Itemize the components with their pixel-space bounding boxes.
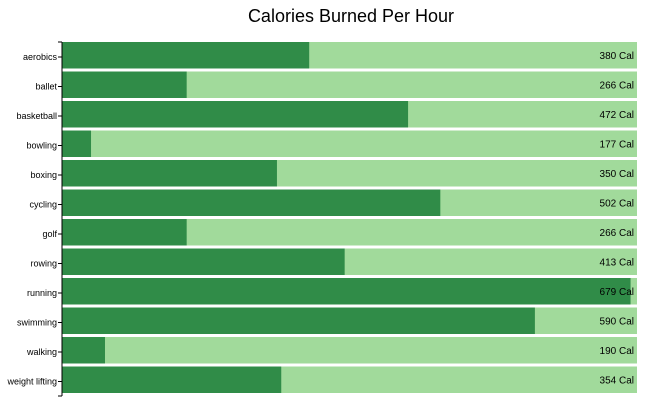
y-tick-label-golf: golf: [42, 229, 57, 239]
y-axis: aerobics ballet basketball bowling boxing cyc…: [6, 41, 63, 397]
value-label-rowing: 413 Cal: [600, 257, 634, 268]
value-label-ballet: 266 Cal: [600, 80, 634, 91]
value-label-boxing: 350 Cal: [600, 169, 634, 180]
bar-swimming: [62, 307, 535, 334]
y-tick-label-cycling: cycling: [29, 199, 57, 209]
value-label-cycling: 502 Cal: [600, 198, 634, 209]
bar-track-walking: [62, 337, 637, 364]
value-label-walking: 190 Cal: [600, 346, 634, 357]
bars-layer: [62, 42, 637, 393]
y-tick-label-swimming: swimming: [17, 317, 57, 327]
bar-ballet: [62, 71, 187, 98]
bar-golf: [62, 219, 187, 246]
y-tick-label-rowing: rowing: [30, 258, 57, 268]
bar-walking: [62, 337, 105, 364]
bar-bowling: [62, 130, 92, 157]
bar-rowing: [62, 248, 345, 275]
value-label-golf: 266 Cal: [600, 228, 634, 239]
y-tick-label-bowling: bowling: [26, 140, 57, 150]
y-tick-label-boxing: boxing: [30, 170, 57, 180]
y-tick-label-running: running: [27, 288, 57, 298]
value-label-basketball: 472 Cal: [600, 110, 634, 121]
value-label-aerobics: 380 Cal: [600, 51, 634, 62]
y-tick-label-walking: walking: [26, 347, 57, 357]
chart-title: Calories Burned Per Hour: [248, 6, 454, 26]
labels-layer: 380 Cal 266 Cal 472 Cal 177 Cal 350 Cal 502 C…: [600, 51, 634, 387]
bar-track-bowling: [62, 130, 637, 157]
value-label-weight-lifting: 354 Cal: [600, 375, 634, 386]
value-label-running: 679 Cal: [600, 287, 634, 298]
y-tick-label-basketball: basketball: [16, 111, 57, 121]
bar-boxing: [62, 160, 277, 187]
y-tick-label-aerobics: aerobics: [23, 52, 58, 62]
value-label-bowling: 177 Cal: [600, 139, 634, 150]
y-tick-label-weight-lifting: weight lifting: [6, 376, 57, 386]
bar-weight-lifting: [62, 366, 282, 393]
y-tick-label-ballet: ballet: [35, 81, 57, 91]
bar-running: [62, 278, 631, 305]
bar-aerobics: [62, 42, 310, 69]
bar-cycling: [62, 189, 441, 216]
bar-basketball: [62, 101, 409, 128]
value-label-swimming: 590 Cal: [600, 316, 634, 327]
